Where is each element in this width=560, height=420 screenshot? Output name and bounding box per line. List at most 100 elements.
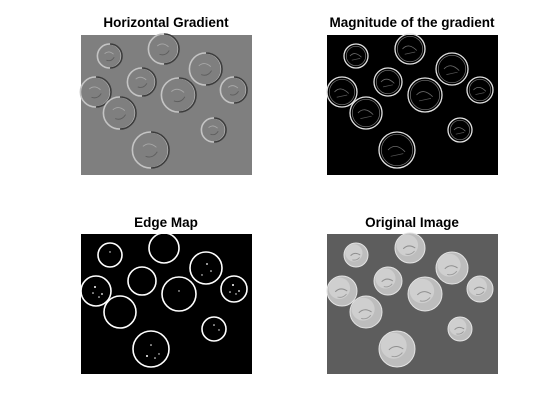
coin-highlight: [380, 332, 407, 359]
coin: [343, 43, 369, 69]
coin: [373, 266, 403, 296]
edge-speck: [229, 291, 231, 293]
edge-speck: [92, 292, 94, 294]
edge-speck: [235, 293, 237, 295]
coin-edge-dark: [205, 52, 223, 86]
coin-edge: [189, 251, 223, 285]
coin-relief: [405, 250, 415, 255]
image-axes: [79, 33, 252, 175]
coin-relief: [337, 293, 347, 298]
edge-speck: [213, 324, 215, 326]
coin-relief: [106, 56, 115, 62]
coin-relief: [447, 270, 458, 276]
coin-edge: [161, 276, 197, 312]
coin-relief: [475, 291, 485, 295]
coin-edge: [80, 275, 112, 307]
coin-inner-rim: [328, 78, 356, 106]
coin-relief: [381, 278, 394, 283]
edge-speck: [150, 344, 152, 346]
edge-speck: [178, 290, 180, 292]
coin-relief: [388, 346, 404, 351]
coin-edge: [103, 295, 137, 329]
coin: [378, 330, 416, 368]
coin-relief: [419, 297, 431, 302]
image-background: [81, 234, 252, 374]
coin-relief: [336, 94, 348, 98]
coins-layer: [80, 232, 248, 368]
coin-edge: [373, 67, 403, 97]
coin-relief: [444, 265, 458, 270]
coin-relief: [443, 65, 460, 71]
subplot-original-image: Original Image: [326, 215, 498, 374]
coin: [132, 330, 170, 368]
coin: [407, 276, 443, 312]
coin-relief: [383, 84, 393, 88]
coin-relief: [145, 151, 158, 158]
subplot-edge-map: Edge Map: [80, 215, 252, 374]
coin-edge-dark: [109, 43, 123, 69]
coin: [148, 232, 180, 264]
coins-layer: [326, 232, 494, 368]
coin-edge: [407, 77, 443, 113]
subplot-title: Original Image: [365, 215, 459, 230]
coin-relief: [416, 291, 432, 296]
coin: [394, 33, 426, 65]
coin: [127, 266, 157, 296]
coin: [343, 242, 369, 268]
coin-relief: [404, 51, 416, 55]
edge-speck: [94, 286, 96, 288]
coin: [97, 242, 123, 268]
coin: [378, 131, 416, 169]
coin-edge: [378, 131, 416, 169]
edge-speck: [232, 284, 234, 286]
coin: [447, 316, 473, 342]
coin-relief: [416, 91, 433, 97]
coin-relief: [227, 85, 239, 89]
coin: [373, 67, 403, 97]
edge-speck: [109, 251, 111, 253]
coin-inner-rim: [468, 78, 492, 102]
coin-highlight: [351, 297, 375, 321]
coin-relief: [454, 326, 465, 330]
subplot-title: Magnitude of the gradient: [330, 15, 495, 30]
coin-edge-dark: [95, 76, 112, 108]
coin-relief: [210, 130, 219, 136]
subplot-horizontal-gradient: Horizontal Gradient: [79, 15, 252, 175]
edge-speck: [101, 293, 103, 295]
coin: [435, 251, 469, 285]
coin-relief: [142, 143, 157, 148]
coin-relief: [453, 127, 466, 132]
edge-speck: [158, 353, 160, 355]
coin-edge-dark: [163, 33, 180, 65]
coin-relief: [334, 88, 350, 94]
coin-edge-dark: [213, 117, 227, 143]
coin-edge: [349, 96, 383, 130]
coin-relief: [402, 245, 416, 250]
coin: [189, 251, 223, 285]
coin-edge: [343, 43, 369, 69]
coin-relief: [137, 83, 148, 88]
coin: [435, 52, 469, 86]
subplot-title: Horizontal Gradient: [103, 15, 229, 30]
coin-edge-dark: [141, 67, 157, 97]
coin-edge: [466, 76, 494, 104]
coin-edge: [97, 242, 123, 268]
coin-relief: [350, 252, 361, 256]
coin: [161, 276, 197, 312]
coin: [80, 275, 112, 307]
coin: [103, 295, 137, 329]
coin-highlight: [449, 318, 467, 336]
coin-relief: [475, 92, 485, 95]
coin-inner-rim: [449, 119, 471, 141]
coin-edge-dark: [233, 76, 248, 104]
coin-edge: [394, 33, 426, 65]
coin: [188, 52, 223, 86]
coin: [160, 77, 197, 113]
edge-speck: [98, 296, 100, 298]
coin: [201, 316, 227, 342]
coin-inner-rim: [437, 54, 467, 84]
coin-relief: [446, 71, 458, 75]
coin-edge: [132, 330, 170, 368]
coin: [96, 43, 123, 69]
